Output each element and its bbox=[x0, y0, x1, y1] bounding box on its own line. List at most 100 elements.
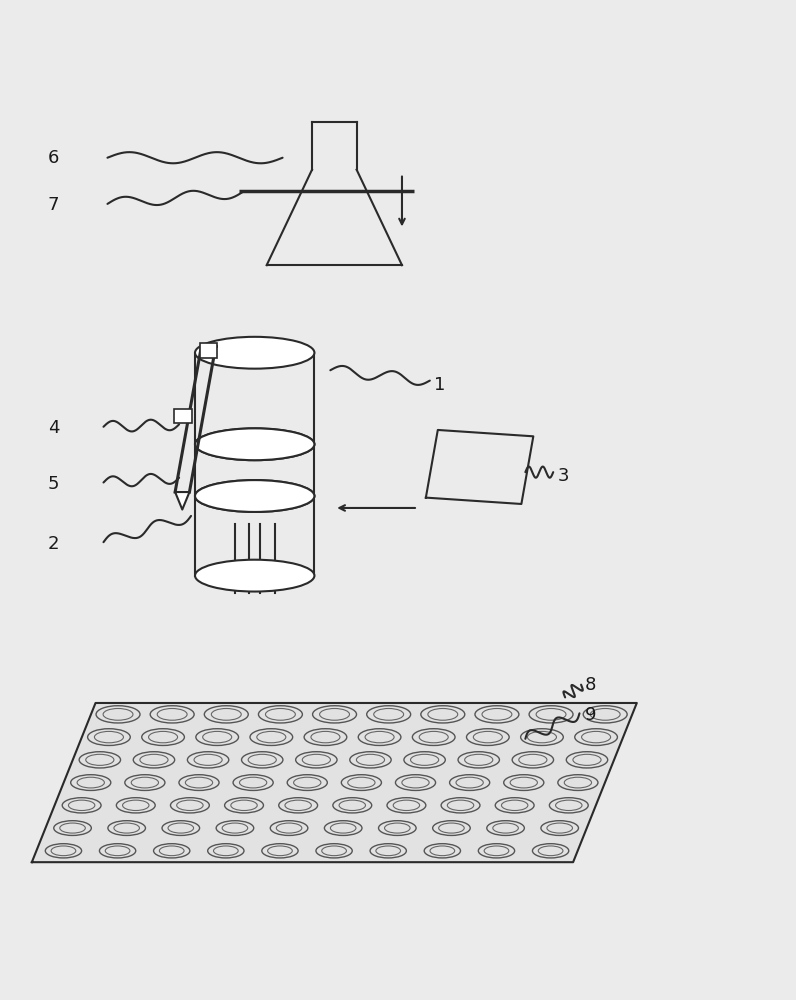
Ellipse shape bbox=[433, 821, 470, 835]
Ellipse shape bbox=[504, 775, 544, 790]
Ellipse shape bbox=[591, 708, 620, 720]
Ellipse shape bbox=[133, 752, 174, 768]
Ellipse shape bbox=[487, 821, 525, 835]
Ellipse shape bbox=[266, 708, 295, 720]
Ellipse shape bbox=[51, 846, 76, 856]
Ellipse shape bbox=[466, 729, 509, 745]
Ellipse shape bbox=[68, 800, 95, 811]
Ellipse shape bbox=[116, 798, 155, 813]
Ellipse shape bbox=[411, 754, 439, 765]
Ellipse shape bbox=[313, 706, 357, 723]
Ellipse shape bbox=[287, 775, 327, 790]
Ellipse shape bbox=[271, 821, 308, 835]
Ellipse shape bbox=[547, 823, 572, 833]
Ellipse shape bbox=[533, 844, 569, 858]
Ellipse shape bbox=[384, 823, 410, 833]
Ellipse shape bbox=[295, 752, 337, 768]
Ellipse shape bbox=[62, 798, 101, 813]
Ellipse shape bbox=[195, 428, 314, 460]
Ellipse shape bbox=[521, 729, 564, 745]
Ellipse shape bbox=[304, 729, 347, 745]
Ellipse shape bbox=[404, 752, 445, 768]
Ellipse shape bbox=[424, 844, 461, 858]
Ellipse shape bbox=[158, 708, 187, 720]
Text: 6: 6 bbox=[48, 149, 59, 167]
Ellipse shape bbox=[484, 846, 509, 856]
Ellipse shape bbox=[179, 775, 219, 790]
Ellipse shape bbox=[333, 798, 372, 813]
Ellipse shape bbox=[294, 777, 321, 788]
Ellipse shape bbox=[538, 846, 563, 856]
Ellipse shape bbox=[376, 846, 400, 856]
Ellipse shape bbox=[528, 731, 556, 743]
Ellipse shape bbox=[195, 560, 314, 592]
Ellipse shape bbox=[108, 821, 146, 835]
Text: 7: 7 bbox=[48, 196, 59, 214]
Ellipse shape bbox=[575, 729, 618, 745]
Ellipse shape bbox=[370, 844, 407, 858]
Ellipse shape bbox=[316, 844, 353, 858]
Ellipse shape bbox=[478, 844, 515, 858]
Ellipse shape bbox=[224, 798, 263, 813]
Ellipse shape bbox=[168, 823, 193, 833]
Ellipse shape bbox=[131, 777, 158, 788]
Ellipse shape bbox=[100, 844, 136, 858]
Ellipse shape bbox=[412, 729, 455, 745]
Ellipse shape bbox=[465, 754, 493, 765]
Ellipse shape bbox=[259, 706, 302, 723]
Polygon shape bbox=[175, 492, 189, 510]
Ellipse shape bbox=[95, 731, 123, 743]
Bar bbox=[200, 343, 217, 358]
Ellipse shape bbox=[195, 480, 314, 512]
Ellipse shape bbox=[77, 777, 104, 788]
Ellipse shape bbox=[439, 823, 464, 833]
Ellipse shape bbox=[430, 846, 455, 856]
Ellipse shape bbox=[330, 823, 356, 833]
Ellipse shape bbox=[140, 754, 168, 765]
Ellipse shape bbox=[583, 706, 627, 723]
Ellipse shape bbox=[267, 846, 292, 856]
Text: 9: 9 bbox=[585, 706, 596, 724]
Ellipse shape bbox=[262, 844, 298, 858]
Ellipse shape bbox=[357, 754, 384, 765]
Ellipse shape bbox=[367, 706, 411, 723]
Ellipse shape bbox=[474, 731, 502, 743]
Ellipse shape bbox=[241, 752, 283, 768]
Ellipse shape bbox=[233, 775, 273, 790]
Ellipse shape bbox=[556, 800, 582, 811]
Ellipse shape bbox=[339, 800, 365, 811]
Ellipse shape bbox=[441, 798, 480, 813]
Ellipse shape bbox=[279, 798, 318, 813]
Ellipse shape bbox=[213, 846, 238, 856]
Ellipse shape bbox=[365, 731, 394, 743]
Ellipse shape bbox=[195, 480, 314, 512]
Ellipse shape bbox=[582, 731, 611, 743]
Ellipse shape bbox=[387, 798, 426, 813]
Ellipse shape bbox=[537, 708, 566, 720]
Ellipse shape bbox=[123, 800, 149, 811]
Ellipse shape bbox=[79, 752, 120, 768]
Ellipse shape bbox=[231, 800, 257, 811]
Polygon shape bbox=[32, 703, 637, 862]
Ellipse shape bbox=[187, 752, 228, 768]
Ellipse shape bbox=[396, 775, 435, 790]
Ellipse shape bbox=[195, 337, 314, 369]
Ellipse shape bbox=[428, 708, 458, 720]
Ellipse shape bbox=[541, 821, 579, 835]
Ellipse shape bbox=[196, 729, 239, 745]
Ellipse shape bbox=[564, 777, 591, 788]
Ellipse shape bbox=[302, 754, 330, 765]
Ellipse shape bbox=[402, 777, 429, 788]
Ellipse shape bbox=[311, 731, 340, 743]
Ellipse shape bbox=[45, 844, 82, 858]
Text: 4: 4 bbox=[48, 419, 59, 437]
Ellipse shape bbox=[348, 777, 375, 788]
Ellipse shape bbox=[276, 823, 302, 833]
Text: 1: 1 bbox=[434, 376, 445, 394]
Ellipse shape bbox=[96, 706, 140, 723]
Ellipse shape bbox=[558, 775, 598, 790]
Ellipse shape bbox=[60, 823, 85, 833]
Ellipse shape bbox=[257, 731, 286, 743]
Ellipse shape bbox=[240, 777, 267, 788]
Ellipse shape bbox=[393, 800, 419, 811]
